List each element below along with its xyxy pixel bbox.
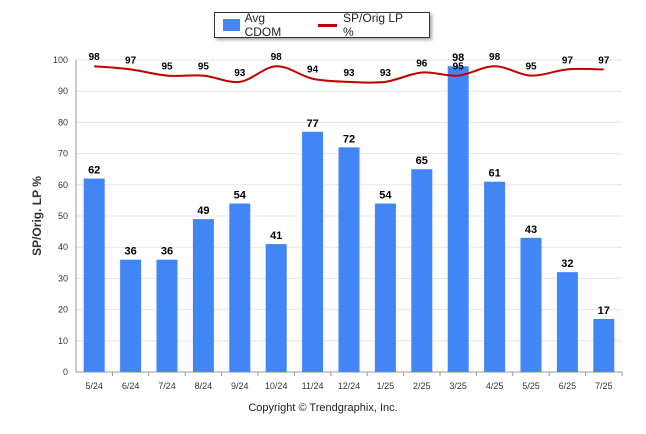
x-tick-label: 9/24 bbox=[231, 381, 249, 391]
line-data-label: 94 bbox=[307, 65, 319, 76]
bar-data-label: 98 bbox=[452, 52, 464, 64]
legend-label: SP/Orig LP % bbox=[343, 11, 403, 39]
bar-data-label: 43 bbox=[525, 224, 537, 236]
y-tick-label: 30 bbox=[58, 273, 68, 283]
y-axis-label: SP/Orig. LP % bbox=[30, 176, 44, 256]
line-data-label: 97 bbox=[598, 55, 610, 66]
copyright-footer: Copyright © Trendgraphix, Inc. bbox=[248, 402, 398, 414]
bar bbox=[302, 131, 324, 372]
bar-data-label: 49 bbox=[197, 205, 209, 217]
bar bbox=[229, 203, 251, 372]
x-tick-label: 10/24 bbox=[265, 381, 288, 391]
x-tick-label: 2/25 bbox=[413, 381, 431, 391]
bar-data-label: 65 bbox=[416, 155, 428, 167]
bar-data-label: 62 bbox=[88, 165, 100, 177]
x-tick-label: 5/25 bbox=[522, 381, 540, 391]
bar-data-label: 77 bbox=[306, 118, 318, 130]
line-data-label: 98 bbox=[89, 52, 101, 63]
bar bbox=[447, 66, 469, 373]
bar bbox=[120, 259, 142, 372]
line-data-label: 95 bbox=[525, 62, 537, 73]
legend-item-avg-cdom[interactable]: Avg CDOM bbox=[223, 11, 304, 39]
y-tick-label: 40 bbox=[58, 242, 68, 252]
legend-swatch-bar bbox=[223, 19, 240, 31]
x-tick-label: 11/24 bbox=[302, 381, 324, 391]
x-tick-label: 3/25 bbox=[449, 381, 467, 391]
bar-data-label: 36 bbox=[161, 246, 173, 258]
line-data-label: 98 bbox=[271, 52, 283, 63]
bar bbox=[556, 272, 578, 372]
bar bbox=[265, 244, 287, 372]
legend-item-sp-orig-lp[interactable]: SP/Orig LP % bbox=[317, 11, 415, 39]
line-data-label: 93 bbox=[343, 68, 355, 79]
y-tick-label: 90 bbox=[58, 86, 68, 96]
bar-data-label: 36 bbox=[124, 246, 136, 258]
line-data-label: 98 bbox=[489, 52, 501, 63]
y-tick-label: 20 bbox=[58, 305, 68, 315]
line-data-label: 95 bbox=[453, 62, 465, 73]
bar bbox=[593, 318, 615, 372]
y-tick-label: 100 bbox=[53, 55, 68, 65]
legend-swatch-line bbox=[317, 23, 338, 27]
bar-data-label: 72 bbox=[343, 133, 355, 145]
bar bbox=[156, 259, 178, 372]
bar bbox=[484, 181, 506, 372]
x-tick-label: 6/24 bbox=[122, 381, 140, 391]
y-tick-label: 0 bbox=[63, 367, 68, 377]
y-tick-label: 70 bbox=[58, 149, 68, 159]
bar bbox=[83, 178, 105, 372]
bar-data-label: 54 bbox=[234, 190, 247, 202]
x-tick-label: 7/25 bbox=[595, 381, 613, 391]
line-data-label: 97 bbox=[125, 55, 137, 66]
bar-data-label: 32 bbox=[561, 258, 573, 270]
line-data-label: 93 bbox=[380, 68, 392, 79]
x-tick-label: 4/25 bbox=[486, 381, 504, 391]
line-data-label: 95 bbox=[161, 62, 173, 73]
legend: Avg CDOM SP/Orig LP % bbox=[214, 11, 430, 39]
bar bbox=[520, 237, 542, 372]
x-tick-label: 7/24 bbox=[158, 381, 176, 391]
x-tick-label: 6/25 bbox=[559, 381, 577, 391]
x-tick-label: 1/25 bbox=[377, 381, 395, 391]
bar-data-label: 17 bbox=[598, 305, 610, 317]
line-data-label: 93 bbox=[234, 68, 246, 79]
legend-label: Avg CDOM bbox=[244, 11, 282, 39]
y-tick-label: 10 bbox=[58, 336, 68, 346]
line-series-sp-orig-lp bbox=[94, 65, 604, 84]
bar bbox=[192, 219, 214, 372]
line-data-label: 96 bbox=[416, 58, 428, 69]
y-tick-label: 50 bbox=[58, 211, 68, 221]
line-data-label: 95 bbox=[198, 62, 210, 73]
y-tick-label: 80 bbox=[58, 117, 68, 127]
bar bbox=[374, 203, 396, 372]
y-tick-label: 60 bbox=[58, 180, 68, 190]
x-tick-label: 12/24 bbox=[338, 381, 361, 391]
x-tick-label: 8/24 bbox=[195, 381, 213, 391]
bar bbox=[338, 147, 360, 372]
x-tick-label: 5/24 bbox=[85, 381, 103, 391]
bar-data-label: 54 bbox=[379, 190, 392, 202]
bar-data-label: 61 bbox=[488, 168, 500, 180]
bar bbox=[411, 169, 433, 372]
line-data-label: 97 bbox=[562, 55, 574, 66]
bar-data-label: 41 bbox=[270, 230, 282, 242]
